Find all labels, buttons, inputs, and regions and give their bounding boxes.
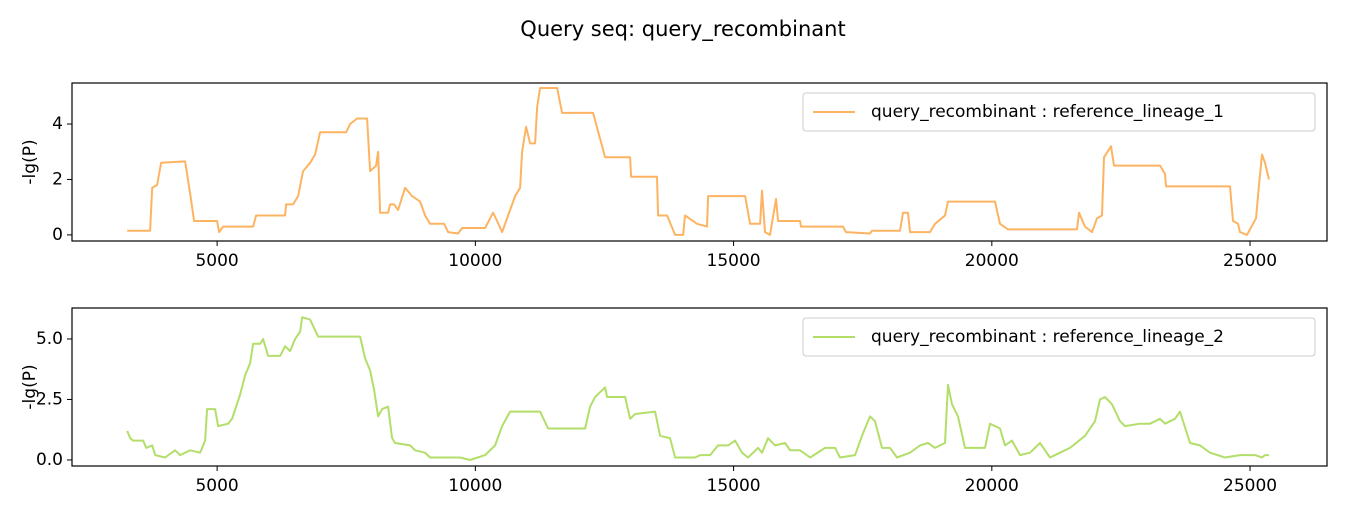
legend-label: query_recombinant : reference_lineage_1 — [871, 102, 1224, 122]
x-tick-label: 15000 — [707, 476, 761, 496]
axes-frame — [71, 307, 1328, 467]
y-tick-label: 0.0 — [36, 450, 63, 470]
legend-label: query_recombinant : reference_lineage_2 — [871, 327, 1224, 347]
x-tick-label: 5000 — [195, 476, 238, 496]
y-tick-label: 2 — [52, 169, 63, 189]
y-axis-label: -lg(P) — [20, 364, 40, 409]
y-tick-label: 5.0 — [36, 329, 63, 349]
y-axis-label: -lg(P) — [20, 139, 40, 184]
y-tick-label: 2.5 — [36, 389, 63, 409]
x-tick-label: 25000 — [1223, 251, 1277, 271]
series-line — [126, 316, 1269, 461]
axes-frame — [71, 82, 1328, 242]
x-tick-label: 20000 — [965, 251, 1019, 271]
legend-box — [802, 92, 1316, 132]
y-tick-label: 4 — [52, 114, 63, 134]
legend-box — [802, 317, 1316, 357]
x-tick-label: 15000 — [707, 251, 761, 271]
series-line — [127, 87, 1270, 236]
x-tick-label: 10000 — [448, 476, 502, 496]
x-tick-label: 10000 — [448, 251, 502, 271]
x-tick-label: 5000 — [195, 251, 238, 271]
figure-title: Query seq: query_recombinant — [520, 17, 845, 42]
y-tick-label: 0 — [52, 225, 63, 245]
x-tick-label: 20000 — [965, 476, 1019, 496]
x-tick-label: 25000 — [1223, 476, 1277, 496]
